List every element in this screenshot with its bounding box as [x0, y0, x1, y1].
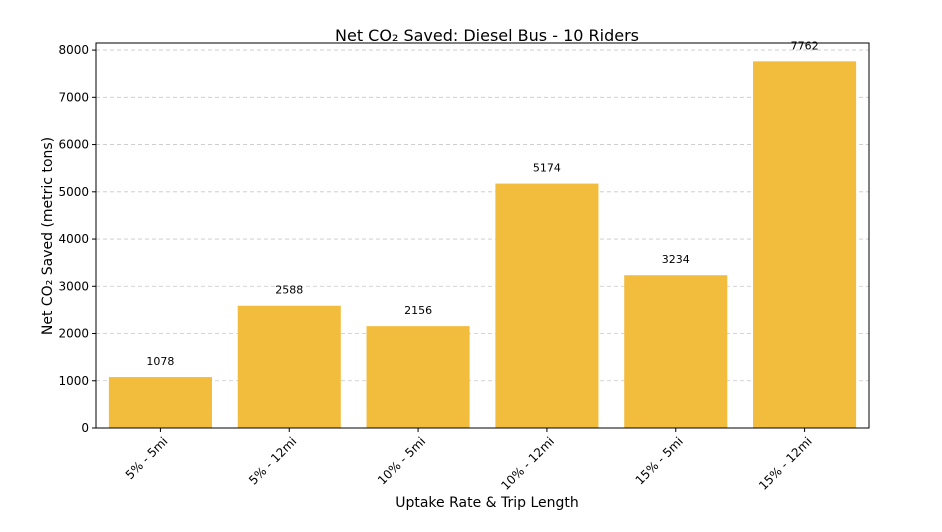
- y-tick-label: 7000: [58, 90, 89, 104]
- bar: [753, 61, 857, 429]
- y-tick-label: 8000: [58, 43, 89, 57]
- y-tick-label: 4000: [58, 232, 89, 246]
- plot-frame: [95, 42, 870, 429]
- bars: [108, 61, 857, 429]
- data-label: 7762: [791, 39, 819, 52]
- x-tick-label: 5% - 12mi: [246, 434, 299, 487]
- y-tick-label: 1000: [58, 374, 89, 388]
- bar: [108, 377, 212, 428]
- y-tick-label: 6000: [58, 138, 89, 152]
- x-tick-label: 10% - 12mi: [498, 434, 557, 493]
- chart-title: Net CO₂ Saved: Diesel Bus - 10 Riders: [335, 26, 639, 45]
- y-tick-label: 3000: [58, 279, 89, 293]
- y-tick-label: 0: [81, 421, 89, 435]
- y-axis-label: Net CO₂ Saved (metric tons): [40, 137, 56, 335]
- x-axis-label: Uptake Rate & Trip Length: [395, 495, 579, 511]
- x-axis-ticks: 5% - 5mi 5% - 12mi 10% - 5mi 10% - 12mi 15% …: [123, 428, 815, 493]
- x-tick-label: 15% - 12mi: [756, 434, 815, 493]
- data-labels: 1078 2588 2156 5174 3234 7762: [146, 39, 818, 368]
- x-tick-label: 15% - 5mi: [633, 434, 686, 487]
- bar: [624, 275, 728, 428]
- data-label: 2156: [404, 304, 432, 317]
- grid-lines: [96, 49, 869, 382]
- bar: [366, 326, 470, 428]
- data-label: 2588: [275, 284, 303, 297]
- data-label: 3234: [662, 253, 690, 266]
- y-tick-label: 5000: [58, 185, 89, 199]
- data-label: 5174: [533, 162, 561, 175]
- x-tick-label: 5% - 5mi: [123, 434, 171, 482]
- bar: [237, 305, 341, 428]
- data-label: 1078: [146, 355, 174, 368]
- y-tick-label: 2000: [58, 327, 89, 341]
- x-tick-label: 10% - 5mi: [375, 434, 428, 487]
- y-axis-ticks: 0 1000 2000 3000 4000 5000 6000 7000 8000: [58, 43, 96, 435]
- bar: [495, 183, 599, 428]
